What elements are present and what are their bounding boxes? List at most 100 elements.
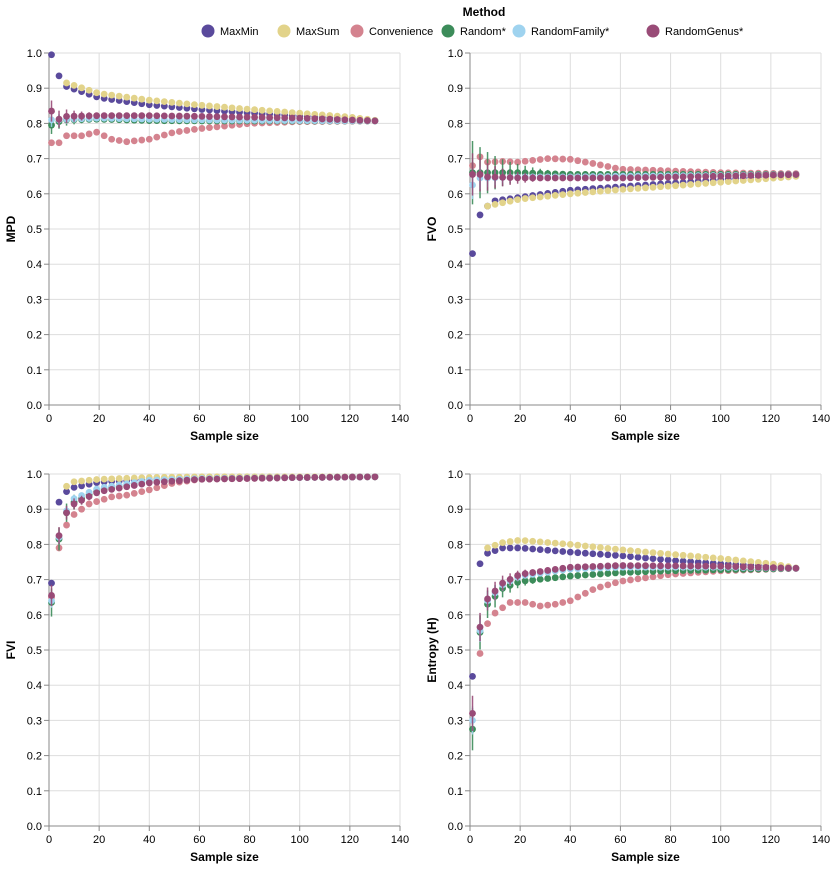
data-point bbox=[100, 90, 108, 98]
data-point bbox=[536, 602, 544, 610]
data-point bbox=[544, 601, 552, 609]
legend-swatch bbox=[512, 24, 526, 38]
data-point bbox=[70, 500, 78, 508]
data-point bbox=[506, 158, 514, 166]
data-point bbox=[236, 475, 243, 482]
x-tick-label: 140 bbox=[391, 834, 409, 846]
data-point bbox=[469, 250, 476, 258]
data-point bbox=[221, 475, 228, 483]
data-point bbox=[70, 483, 78, 491]
legend-label: MaxMin bbox=[220, 26, 259, 38]
data-point bbox=[160, 112, 168, 120]
data-point bbox=[536, 193, 544, 201]
legend-item-maxmin: MaxMin bbox=[201, 24, 259, 38]
data-point bbox=[612, 545, 619, 553]
data-point bbox=[491, 200, 499, 208]
data-point bbox=[243, 105, 251, 113]
y-tick-label: 0.4 bbox=[448, 259, 463, 271]
data-point bbox=[521, 537, 529, 544]
data-point bbox=[559, 599, 567, 606]
data-point bbox=[168, 477, 176, 485]
data-point bbox=[100, 487, 108, 495]
data-point bbox=[642, 574, 649, 582]
x-axis-title: Sample size bbox=[611, 850, 680, 864]
data-point bbox=[589, 174, 597, 182]
data-point bbox=[108, 493, 116, 501]
y-tick-label: 0.0 bbox=[448, 400, 463, 412]
legend-swatch bbox=[350, 24, 364, 38]
panel-mpd: 0 20 40 60 80 100 120 140 0.0 0.1 0.2 0.3 0.4 0.5 0.6 0… bbox=[4, 48, 409, 443]
data-point bbox=[288, 474, 296, 482]
data-point bbox=[221, 113, 228, 121]
legend-swatch bbox=[277, 24, 291, 38]
data-point bbox=[581, 549, 589, 557]
data-point bbox=[544, 546, 552, 554]
legend-label: RandomFamily* bbox=[531, 26, 610, 38]
legend-swatch bbox=[201, 24, 215, 38]
data-point bbox=[739, 177, 747, 184]
data-point bbox=[529, 156, 537, 164]
data-point bbox=[679, 173, 687, 181]
data-point bbox=[371, 473, 379, 481]
data-point bbox=[213, 103, 221, 110]
data-point bbox=[476, 560, 484, 568]
data-point bbox=[183, 476, 191, 484]
data-point bbox=[649, 555, 657, 563]
data-point bbox=[281, 474, 289, 482]
data-point bbox=[566, 563, 574, 571]
data-point bbox=[604, 581, 612, 589]
data-point bbox=[642, 554, 649, 562]
data-point bbox=[574, 563, 582, 571]
data-point bbox=[566, 548, 574, 556]
data-point bbox=[521, 599, 529, 606]
data-point bbox=[589, 543, 597, 551]
data-point bbox=[63, 132, 70, 140]
data-point bbox=[469, 673, 476, 680]
data-point bbox=[198, 125, 206, 132]
y-tick-label: 0.5 bbox=[448, 645, 463, 657]
y-tick-label: 0.1 bbox=[448, 786, 463, 798]
x-tick-label: 100 bbox=[712, 413, 730, 425]
data-point bbox=[183, 112, 191, 120]
data-point bbox=[642, 174, 649, 181]
data-point bbox=[657, 555, 664, 563]
y-tick-label: 0.7 bbox=[27, 575, 42, 587]
x-axis-title: Sample size bbox=[190, 850, 259, 864]
data-point bbox=[551, 600, 559, 608]
legend-label: Random* bbox=[460, 26, 507, 38]
y-tick-label: 0.1 bbox=[448, 365, 463, 377]
legend-swatch bbox=[646, 24, 660, 38]
data-point bbox=[574, 541, 582, 549]
series-randomgenus bbox=[469, 562, 800, 731]
data-point bbox=[709, 562, 717, 570]
data-point bbox=[589, 563, 597, 570]
data-point bbox=[108, 486, 116, 493]
data-point bbox=[70, 478, 78, 486]
data-point bbox=[589, 550, 597, 558]
data-point bbox=[687, 552, 695, 560]
data-point bbox=[296, 474, 304, 481]
data-point bbox=[296, 109, 304, 117]
data-point bbox=[514, 572, 522, 579]
data-point bbox=[145, 96, 153, 104]
data-point bbox=[258, 114, 266, 121]
legend-label: Convenience bbox=[369, 26, 433, 38]
data-point bbox=[70, 112, 78, 120]
data-point bbox=[581, 158, 589, 166]
x-tick-label: 140 bbox=[812, 413, 830, 425]
data-point bbox=[672, 551, 679, 559]
data-point bbox=[627, 547, 634, 554]
data-point bbox=[581, 174, 589, 182]
series-random bbox=[469, 564, 800, 751]
data-point bbox=[78, 496, 85, 504]
y-tick-label: 0.4 bbox=[27, 259, 42, 271]
data-point bbox=[544, 155, 552, 163]
data-point bbox=[559, 548, 567, 555]
data-point bbox=[551, 539, 559, 547]
data-point bbox=[514, 544, 522, 552]
data-point bbox=[754, 559, 762, 566]
data-point bbox=[657, 562, 664, 570]
data-point bbox=[566, 541, 574, 548]
data-point bbox=[153, 478, 161, 486]
